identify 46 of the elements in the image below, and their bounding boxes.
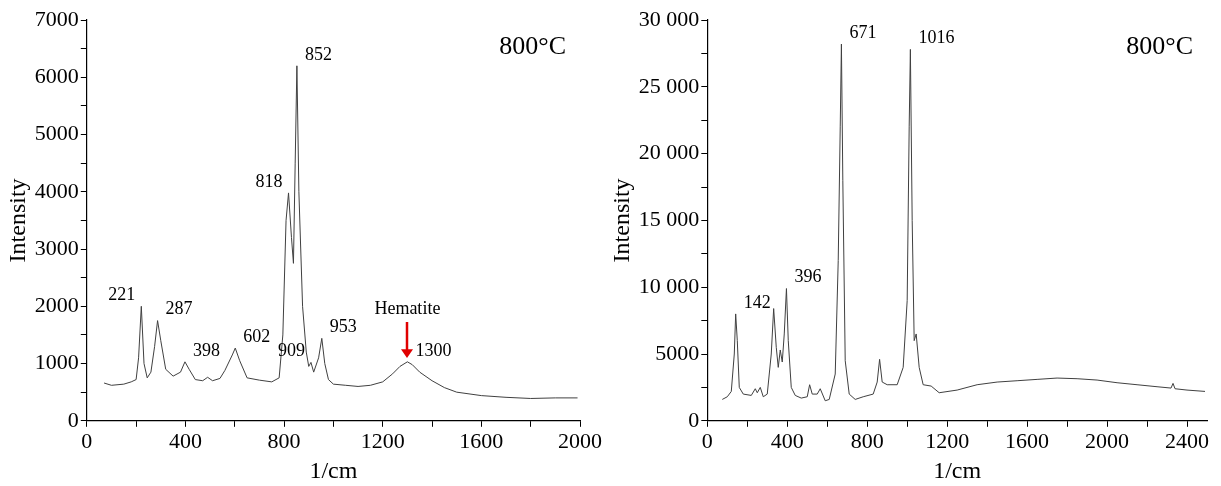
- x-axis-title: 1/cm: [309, 456, 358, 483]
- annotation: 398: [192, 339, 220, 360]
- annotation: Hematite: [374, 297, 441, 318]
- y-tick-label: 2000: [34, 292, 79, 318]
- y-tick-label: 20 000: [638, 139, 700, 165]
- x-tick-label: 1600: [459, 427, 504, 453]
- y-tick-label: 30 000: [638, 5, 700, 31]
- annotation: 953: [329, 316, 357, 337]
- x-tick-label: 800: [267, 427, 301, 453]
- x-tick-label: 2000: [1085, 427, 1130, 453]
- x-tick-label: 1600: [1005, 427, 1050, 453]
- y-tick-label: 3000: [34, 234, 79, 260]
- annotation: 852: [304, 43, 332, 64]
- y-tick-label: 25 000: [638, 72, 700, 98]
- x-tick-label: 2400: [1165, 427, 1210, 453]
- annotation: 1016: [918, 27, 955, 48]
- y-tick-label: 4000: [34, 177, 79, 203]
- y-tick-label: 6000: [34, 63, 79, 89]
- x-axis-title: 1/cm: [933, 456, 982, 483]
- y-tick-label: 0: [67, 406, 79, 432]
- y-tick-label: 5000: [655, 339, 700, 365]
- x-tick-label: 2000: [558, 427, 602, 453]
- annotation: 221: [108, 284, 136, 305]
- y-tick-label: 10 000: [638, 272, 700, 298]
- x-tick-label: 1200: [360, 427, 405, 453]
- annotation: 800°C: [499, 30, 566, 60]
- y-tick-label: 5000: [34, 120, 79, 146]
- y-tick-label: 7000: [34, 5, 79, 31]
- x-tick-label: 1200: [925, 427, 970, 453]
- annotation: 287: [165, 298, 193, 319]
- annotation: 396: [794, 266, 822, 287]
- annotation: 909: [277, 340, 305, 361]
- x-tick-label: 400: [168, 427, 202, 453]
- x-tick-label: 400: [770, 427, 804, 453]
- y-axis-title: Intensity: [3, 178, 30, 263]
- y-tick-label: 1000: [34, 349, 79, 375]
- y-tick-label: 0: [688, 406, 700, 432]
- annotation: 142: [743, 291, 771, 312]
- x-tick-label: 800: [850, 427, 884, 453]
- annotation: 602: [243, 325, 271, 346]
- y-tick-label: 15 000: [638, 206, 700, 232]
- annotation: 671: [849, 21, 877, 42]
- annotation: 800°C: [1126, 30, 1193, 60]
- y-axis-title: Intensity: [607, 178, 634, 263]
- annotation: 1300: [415, 339, 452, 360]
- annotation: 818: [255, 170, 283, 191]
